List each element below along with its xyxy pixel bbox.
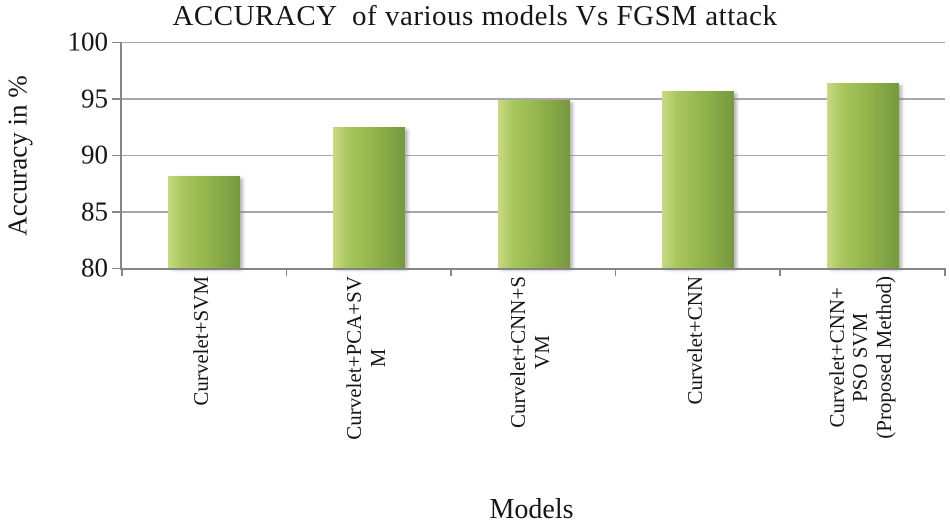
category-label-cell: Curvelet+SVM	[120, 276, 285, 494]
x-tick-mark	[285, 268, 288, 276]
bar	[332, 126, 405, 268]
y-tick-label: 80	[81, 252, 108, 283]
x-tick-mark	[614, 268, 617, 276]
category-label-cell: Curvelet+PCA+SV M	[285, 276, 450, 494]
category-label-text: Curvelet+CNN+S VM	[506, 276, 555, 429]
x-axis-title: Models	[489, 494, 574, 525]
y-tick-mark	[112, 154, 122, 156]
bar	[497, 99, 570, 268]
plot-area	[112, 41, 946, 276]
x-tick-mark	[450, 268, 452, 276]
y-tick-mark	[112, 41, 122, 43]
bar	[662, 90, 735, 268]
x-axis-labels: Curvelet+SVM Curvelet+PCA+SV M Curvelet+CN…	[120, 276, 943, 494]
x-tick-mark	[779, 268, 781, 276]
category-label-cell: Curvelet+CNN+ PSO SVM (Proposed Method)	[778, 276, 943, 494]
y-tick-label: 100	[67, 26, 109, 57]
y-tick-label: 90	[81, 139, 108, 170]
category-label-text: Curvelet+SVM	[189, 276, 214, 406]
category-label-cell: Curvelet+CNN	[614, 276, 779, 494]
y-axis-labels: 80 85 90 95 100	[36, 28, 114, 281]
y-axis-title: Accuracy in %	[0, 42, 36, 268]
bar	[168, 176, 241, 268]
category-label-text: Curvelet+PCA+SV M	[342, 276, 390, 440]
category-label: Curvelet+SVM	[122, 276, 282, 494]
category-label-text: Curvelet+CNN	[683, 276, 708, 405]
x-tick-mark	[944, 268, 946, 276]
y-tick-mark	[112, 267, 122, 269]
category-label: Curvelet+PCA+SV M	[287, 276, 447, 494]
y-tick-label: 85	[81, 196, 108, 226]
category-label-text: Curvelet+CNN+ PSO SVM (Proposed Method)	[824, 276, 896, 439]
category-label: Curvelet+CNN+S VM	[451, 276, 611, 494]
chart-title: ACCURACY of various models Vs FGSM attac…	[172, 0, 778, 32]
x-tick-mark	[121, 268, 123, 276]
y-axis-title-text: Accuracy in %	[2, 74, 33, 236]
category-label: Curvelet+CNN	[616, 276, 776, 494]
y-tick-mark	[112, 211, 122, 213]
category-label: Curvelet+CNN+ PSO SVM (Proposed Method)	[781, 276, 941, 494]
category-label-cell: Curvelet+CNN+S VM	[449, 276, 614, 494]
gridline	[122, 98, 945, 100]
y-tick-mark	[112, 98, 122, 100]
gridline	[122, 41, 945, 43]
bar	[826, 82, 899, 268]
y-tick-label: 95	[81, 83, 108, 113]
